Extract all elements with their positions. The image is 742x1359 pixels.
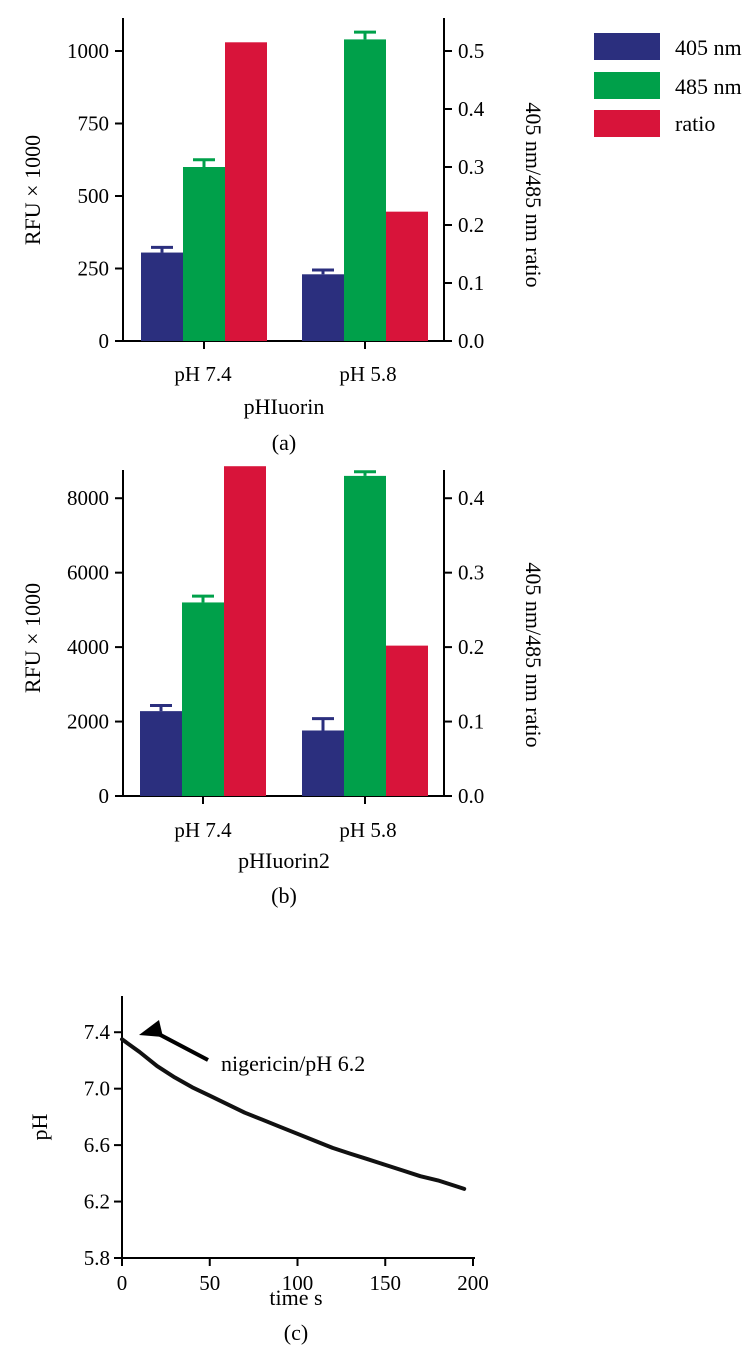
y-tick-label: 6000 — [67, 561, 109, 585]
legend: 405 nm 485 nm ratio — [594, 33, 742, 137]
y2-tick-label: 0.4 — [458, 486, 485, 510]
panel-c-label: (c) — [284, 1320, 308, 1345]
y-tick-label: 500 — [78, 184, 110, 208]
y2-tick-label: 0.3 — [458, 561, 484, 585]
panel-a-category-1: pH 7.4 — [174, 362, 232, 386]
chart-panel-b: RFU × 1000 405 nm/485 nm ratio pH 7.4 pH… — [20, 466, 546, 908]
x-tick-label: 0 — [117, 1271, 128, 1295]
bar — [140, 711, 182, 796]
x-tick-label: 150 — [370, 1271, 402, 1295]
y-tick-label: 250 — [78, 257, 110, 281]
panel-b-category-1: pH 7.4 — [174, 818, 232, 842]
panel-b-ylabel: RFU × 1000 — [20, 583, 45, 693]
bar — [183, 167, 225, 341]
bar — [344, 475, 386, 796]
panel-a-ylabel: RFU × 1000 — [20, 135, 45, 245]
x-tick-label: 200 — [457, 1271, 489, 1295]
annotation-arrow-head — [139, 1020, 163, 1038]
bar — [224, 466, 266, 796]
panel-a-plot: 0 250 500 750 1000 0.0 0.1 0.2 0.3 0.4 0.5 — [67, 18, 485, 353]
y-tick-label: 5.8 — [84, 1246, 110, 1270]
bar — [386, 211, 428, 341]
y-tick-label: 7.4 — [84, 1020, 111, 1044]
y-tick-label: 7.0 — [84, 1077, 110, 1101]
legend-swatch-405nm — [594, 33, 660, 60]
y-tick-label: 8000 — [67, 486, 109, 510]
panel-a-y2label: 405 nm/485 nm ratio — [521, 102, 546, 287]
y2-tick-label: 0.1 — [458, 271, 484, 295]
bar — [302, 274, 344, 341]
y-tick-label: 6.6 — [84, 1133, 110, 1157]
legend-label-405nm: 405 nm — [675, 35, 742, 60]
bar — [182, 602, 224, 796]
y-tick-label: 2000 — [67, 710, 109, 734]
legend-label-485nm: 485 nm — [675, 74, 742, 99]
legend-swatch-485nm — [594, 72, 660, 99]
y2-tick-label: 0.3 — [458, 155, 484, 179]
panel-b-plot: 0 2000 4000 6000 8000 0.0 0.1 0.2 0.3 0.4 — [67, 466, 485, 808]
y-tick-label: 0 — [99, 329, 110, 353]
y2-tick-label: 0.1 — [458, 710, 484, 734]
ph-trace-line — [120, 1037, 467, 1191]
panel-a-xlabel: pHIuorin — [244, 394, 325, 419]
y-tick-label: 4000 — [67, 635, 109, 659]
y2-tick-label: 0.0 — [458, 329, 484, 353]
y2-tick-label: 0.4 — [458, 97, 485, 121]
x-tick-label: 100 — [282, 1271, 314, 1295]
legend-swatch-ratio — [594, 110, 660, 137]
bar — [386, 645, 428, 796]
bar — [225, 42, 267, 342]
y-tick-label: 6.2 — [84, 1190, 110, 1214]
panel-b-category-2: pH 5.8 — [339, 818, 396, 842]
x-tick-label: 50 — [199, 1271, 220, 1295]
panel-a-label: (a) — [272, 430, 296, 455]
y-tick-label: 1000 — [67, 39, 109, 63]
legend-label-ratio: ratio — [675, 111, 715, 136]
panel-c-ylabel: pH — [27, 1113, 52, 1140]
y2-tick-label: 0.0 — [458, 784, 484, 808]
panel-c-xlabel: time s — [269, 1285, 322, 1310]
y2-tick-label: 0.5 — [458, 39, 484, 63]
y2-tick-label: 0.2 — [458, 213, 484, 237]
panel-b-label: (b) — [271, 883, 297, 908]
panel-c-plot: 5.8 6.2 6.6 7.0 7.4 0 50 100 150 200 — [84, 996, 489, 1295]
bar — [141, 252, 183, 341]
panel-b-xlabel: pHIuorin2 — [238, 848, 330, 873]
y2-tick-label: 0.2 — [458, 635, 484, 659]
chart-panel-c: pH time s (c) nigericin/pH 6.2 5.8 6.2 6.6… — [27, 996, 489, 1345]
bar — [302, 730, 344, 796]
y-tick-label: 750 — [78, 112, 110, 136]
panel-c-annotation: nigericin/pH 6.2 — [221, 1051, 365, 1076]
panel-b-y2label: 405 nm/485 nm ratio — [521, 562, 546, 747]
chart-panel-a: RFU × 1000 405 nm/485 nm ratio pH 7.4 pH… — [20, 18, 546, 455]
panel-a-category-2: pH 5.8 — [339, 362, 396, 386]
bar — [344, 39, 386, 342]
y-tick-label: 0 — [99, 784, 110, 808]
